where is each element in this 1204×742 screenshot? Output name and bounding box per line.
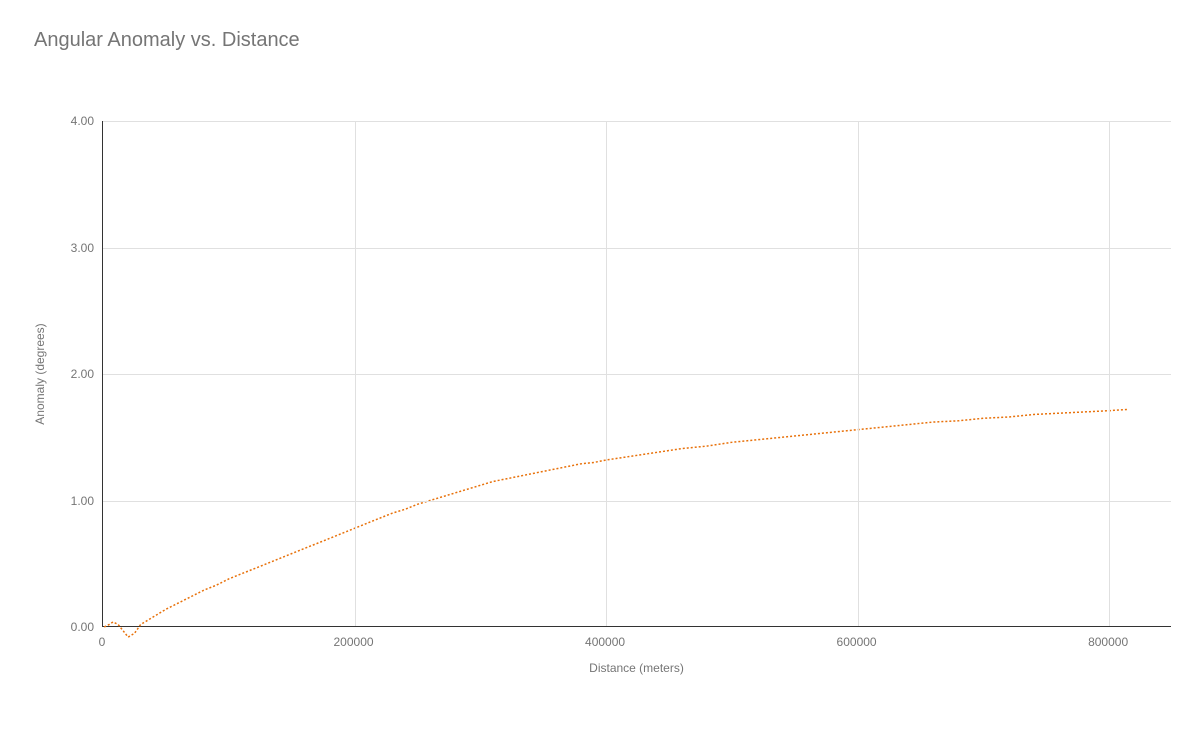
y-tick-label: 1.00 (62, 494, 94, 508)
gridline-horizontal (103, 501, 1171, 502)
x-tick-label: 0 (99, 635, 106, 649)
chart-title: Angular Anomaly vs. Distance (34, 29, 300, 52)
gridline-horizontal (103, 121, 1171, 122)
gridline-horizontal (103, 374, 1171, 375)
y-tick-label: 3.00 (62, 241, 94, 255)
y-tick-label: 2.00 (62, 367, 94, 381)
x-tick-label: 400000 (585, 635, 625, 649)
plot-area (102, 121, 1171, 627)
y-axis-label: Anomaly (degrees) (33, 323, 47, 424)
x-tick-label: 800000 (1088, 635, 1128, 649)
x-tick-label: 600000 (837, 635, 877, 649)
series-line (104, 409, 1128, 637)
y-tick-label: 0.00 (62, 620, 94, 634)
x-axis-label: Distance (meters) (589, 661, 684, 675)
x-tick-label: 200000 (333, 635, 373, 649)
y-tick-label: 4.00 (62, 114, 94, 128)
gridline-horizontal (103, 248, 1171, 249)
